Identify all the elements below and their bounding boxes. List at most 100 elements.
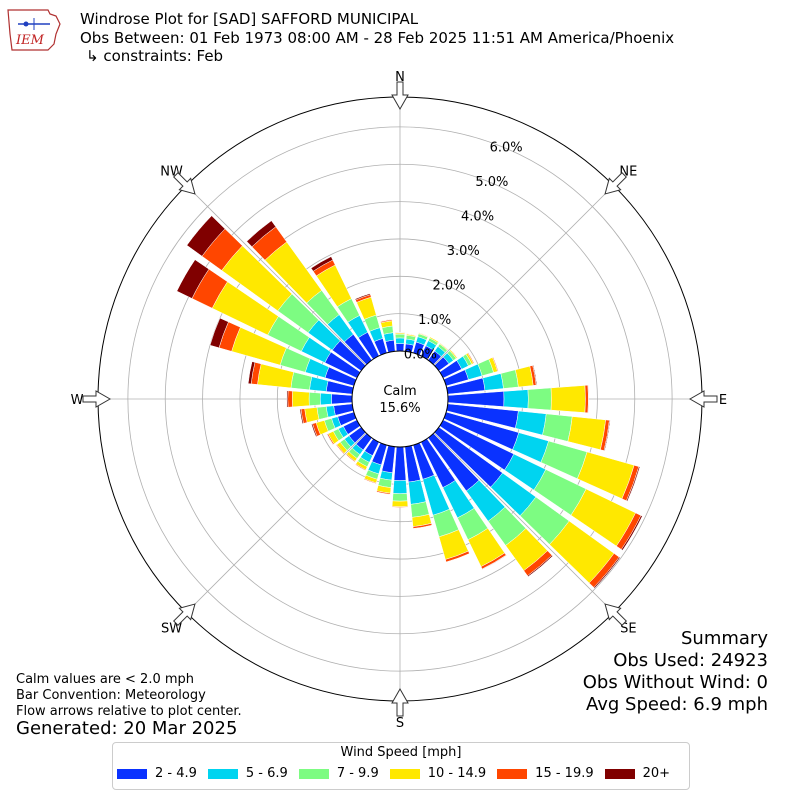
bar-segment — [439, 342, 449, 351]
bar-segment — [287, 390, 293, 408]
bar-segment — [186, 215, 226, 257]
flow-arrow-s — [391, 687, 409, 717]
bar-segment — [418, 332, 429, 337]
bar-segment — [406, 333, 417, 337]
bar-segment — [354, 293, 371, 301]
flow-arrow-ne — [604, 172, 627, 195]
bar-segment — [392, 493, 408, 502]
iem-logo: IEM — [7, 9, 61, 51]
radial-tick-label: 1.0% — [418, 313, 451, 328]
bar-segment — [290, 371, 313, 391]
legend-items: 2 - 4.9 5 - 6.9 7 - 9.9 10 - 14.9 15 - 19.9 2… — [117, 766, 670, 781]
calm-definition-note: Calm values are < 2.0 mph — [16, 672, 195, 687]
plot-title: Windrose Plot for [SAD] SAFFORD MUNICIPA… — [80, 10, 419, 28]
calm-label: Calm — [383, 384, 416, 399]
legend-swatch — [389, 768, 420, 779]
bar-segment — [542, 413, 573, 442]
direction-bar-320 — [246, 220, 373, 365]
bar-segment — [450, 349, 458, 359]
bar-segment — [584, 384, 589, 414]
bar-segment — [291, 390, 310, 408]
bar-segment — [209, 317, 229, 349]
direction-bar-130 — [434, 426, 621, 589]
bar-segment — [567, 416, 606, 451]
flow-arrow-icon — [391, 687, 409, 717]
bar-segment — [246, 220, 277, 248]
compass-label-s: S — [396, 716, 404, 731]
bar-segment — [395, 343, 405, 352]
bar-segment — [311, 423, 318, 438]
flow-arrow-w — [82, 390, 112, 408]
bar-segment — [481, 554, 507, 570]
radial-tick-label: 2.0% — [432, 279, 465, 294]
summary-avg-speed: Avg Speed: 6.9 mph — [586, 694, 768, 715]
direction-bar-20 — [412, 332, 429, 356]
flow-arrow-sw — [173, 603, 196, 626]
radial-tick-label: 6.0% — [490, 141, 523, 156]
bar-segment — [304, 407, 320, 423]
direction-bar-270 — [286, 390, 353, 408]
direction-bar-250 — [311, 411, 357, 438]
legend-swatch — [604, 768, 635, 779]
grid-spoke — [433, 185, 614, 366]
bar-segment — [319, 392, 332, 406]
bar-segment — [335, 444, 345, 455]
flow-arrows-note: Flow arrows relative to plot center. — [16, 704, 242, 719]
radial-tick-label: 4.0% — [461, 210, 494, 225]
flow-arrow-n — [391, 81, 409, 111]
bar-segment — [380, 319, 393, 322]
direction-bar-220 — [345, 433, 373, 463]
bar-segment — [482, 373, 504, 391]
grid-spoke — [433, 432, 614, 613]
bar-segment — [345, 453, 356, 463]
flow-arrow-icon — [688, 390, 718, 408]
bar-segment — [363, 478, 377, 484]
flow-arrow-e — [688, 390, 718, 408]
radial-tick-label: 3.0% — [447, 244, 480, 259]
flow-arrow-se — [604, 603, 627, 626]
bar-segment — [408, 479, 427, 505]
bar-segment — [515, 410, 547, 436]
direction-bar-100 — [446, 403, 611, 452]
direction-bar-40 — [427, 342, 449, 365]
bar-segment — [299, 408, 304, 424]
legend-item: 2 - 4.9 — [117, 766, 197, 781]
compass-label-n: N — [395, 70, 405, 85]
direction-bar-280 — [247, 361, 354, 395]
radial-tick-label: 5.0% — [475, 175, 508, 190]
direction-bar-300 — [176, 259, 361, 379]
direction-bar-200 — [363, 442, 388, 484]
direction-bar-310 — [186, 215, 366, 372]
flow-arrow-icon — [391, 81, 409, 111]
bar-segment — [392, 480, 408, 494]
direction-bar-290 — [209, 317, 357, 387]
legend-item: 10 - 14.9 — [389, 766, 486, 781]
legend-swatch — [117, 768, 147, 779]
bar-segment — [391, 506, 409, 508]
calm-value: 15.6% — [379, 401, 420, 416]
direction-bar-70 — [443, 356, 499, 387]
flow-arrow-icon — [604, 172, 627, 195]
legend-title: Wind Speed [mph] — [340, 745, 462, 760]
direction-bar-120 — [439, 419, 643, 551]
bar-segment — [626, 466, 641, 502]
bar-segment — [310, 256, 334, 272]
bar-segment — [621, 515, 643, 551]
bar-segment — [331, 393, 353, 405]
bar-segment — [412, 523, 433, 529]
direction-bar-170 — [404, 445, 433, 529]
flow-arrow-nw — [173, 172, 196, 195]
bar-segment — [467, 352, 475, 364]
direction-bar-160 — [412, 442, 470, 563]
direction-bar-80 — [446, 364, 538, 395]
compass-label-se: SE — [620, 621, 636, 636]
bar-segment — [391, 500, 409, 508]
direction-bar-210 — [355, 438, 380, 471]
compass-label-e: E — [719, 393, 727, 408]
direction-bar-140 — [427, 433, 554, 578]
direction-bar-10 — [404, 333, 417, 353]
legend-swatch — [207, 768, 238, 779]
bar-segment — [532, 364, 538, 386]
